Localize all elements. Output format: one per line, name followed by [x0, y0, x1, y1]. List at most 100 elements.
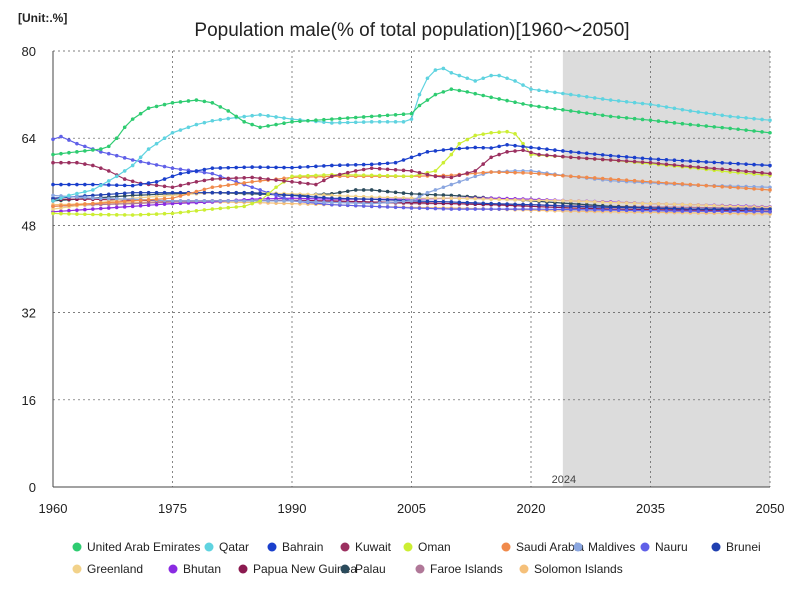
- data-point: [138, 190, 143, 195]
- data-point: [83, 182, 87, 187]
- data-point: [226, 165, 231, 170]
- data-point: [154, 104, 159, 109]
- data-point: [569, 150, 573, 154]
- data-point: [298, 180, 302, 185]
- data-point: [377, 120, 382, 124]
- data-point: [83, 212, 87, 217]
- data-point: [330, 163, 334, 168]
- data-point: [226, 176, 231, 181]
- data-point: [234, 190, 239, 195]
- data-point: [75, 160, 79, 165]
- data-point: [202, 199, 207, 203]
- data-point: [712, 203, 717, 208]
- data-point: [584, 204, 589, 209]
- data-point: [345, 120, 350, 125]
- data-point: [760, 117, 764, 122]
- data-point: [59, 196, 63, 200]
- data-point: [306, 164, 310, 169]
- data-point: [393, 205, 398, 210]
- data-point: [553, 203, 557, 208]
- data-point: [282, 193, 286, 197]
- data-point: [377, 201, 382, 205]
- data-point: [282, 116, 286, 120]
- data-point: [696, 110, 701, 114]
- data-point: [162, 177, 167, 181]
- data-point: [760, 163, 764, 167]
- data-point: [393, 112, 398, 117]
- y-tick-label: 32: [22, 306, 36, 321]
- data-point: [537, 152, 541, 157]
- data-point: [592, 200, 597, 204]
- data-point: [640, 179, 645, 184]
- data-point: [688, 109, 693, 113]
- data-point: [521, 171, 525, 175]
- data-point: [178, 194, 183, 198]
- data-point: [521, 202, 525, 207]
- data-point: [664, 120, 669, 124]
- data-point: [75, 150, 79, 154]
- data-point: [51, 199, 55, 203]
- data-point: [266, 192, 270, 196]
- data-point: [330, 196, 334, 200]
- data-point: [545, 153, 549, 158]
- data-point: [449, 71, 454, 75]
- legend-item-greenland: Greenland: [72, 562, 143, 576]
- data-point: [361, 197, 366, 201]
- data-point: [513, 202, 517, 207]
- data-point: [704, 124, 709, 128]
- data-point: [465, 177, 470, 181]
- data-point: [106, 169, 111, 173]
- data-point: [170, 190, 175, 195]
- data-point: [497, 144, 501, 149]
- data-point: [569, 201, 573, 206]
- data-point: [75, 182, 79, 187]
- data-point: [178, 210, 183, 215]
- y-tick-label: 48: [22, 218, 36, 233]
- data-point: [67, 138, 71, 142]
- data-point: [91, 196, 95, 200]
- data-point: [537, 203, 541, 207]
- data-point: [513, 207, 517, 211]
- data-point: [577, 156, 581, 160]
- data-point: [393, 200, 398, 204]
- data-point: [624, 205, 629, 210]
- data-point: [497, 170, 501, 175]
- data-point: [242, 114, 246, 119]
- x-tick-label: 2020: [517, 501, 546, 516]
- data-point: [696, 183, 701, 187]
- data-point: [608, 114, 613, 119]
- data-point: [592, 96, 597, 100]
- legend-label: Bahrain: [282, 540, 323, 554]
- data-point: [218, 117, 223, 122]
- data-point: [545, 105, 549, 110]
- data-point: [624, 178, 629, 182]
- data-point: [353, 173, 358, 177]
- data-point: [648, 206, 653, 210]
- data-point: [577, 93, 581, 98]
- legend-label: Faroe Islands: [430, 562, 503, 576]
- data-point: [505, 207, 509, 211]
- data-point: [154, 202, 159, 207]
- x-tick-label: 2035: [636, 501, 665, 516]
- data-point: [425, 76, 430, 81]
- data-point: [266, 114, 270, 118]
- data-point: [465, 146, 470, 150]
- data-point: [242, 199, 246, 203]
- data-point: [545, 172, 549, 177]
- legend: United Arab Emirates Qatar Bahrain Kuwait Om…: [72, 540, 761, 576]
- data-point: [473, 197, 478, 201]
- data-point: [640, 117, 645, 122]
- data-point: [130, 204, 135, 209]
- data-point: [162, 164, 167, 169]
- data-point: [473, 145, 478, 150]
- data-point: [59, 182, 63, 187]
- data-point: [704, 203, 709, 208]
- data-point: [736, 168, 740, 173]
- data-point: [712, 184, 717, 188]
- data-point: [258, 179, 262, 183]
- data-point: [186, 99, 191, 103]
- data-point: [202, 120, 207, 125]
- data-point: [441, 90, 446, 94]
- data-point: [473, 201, 478, 205]
- data-point: [481, 162, 486, 166]
